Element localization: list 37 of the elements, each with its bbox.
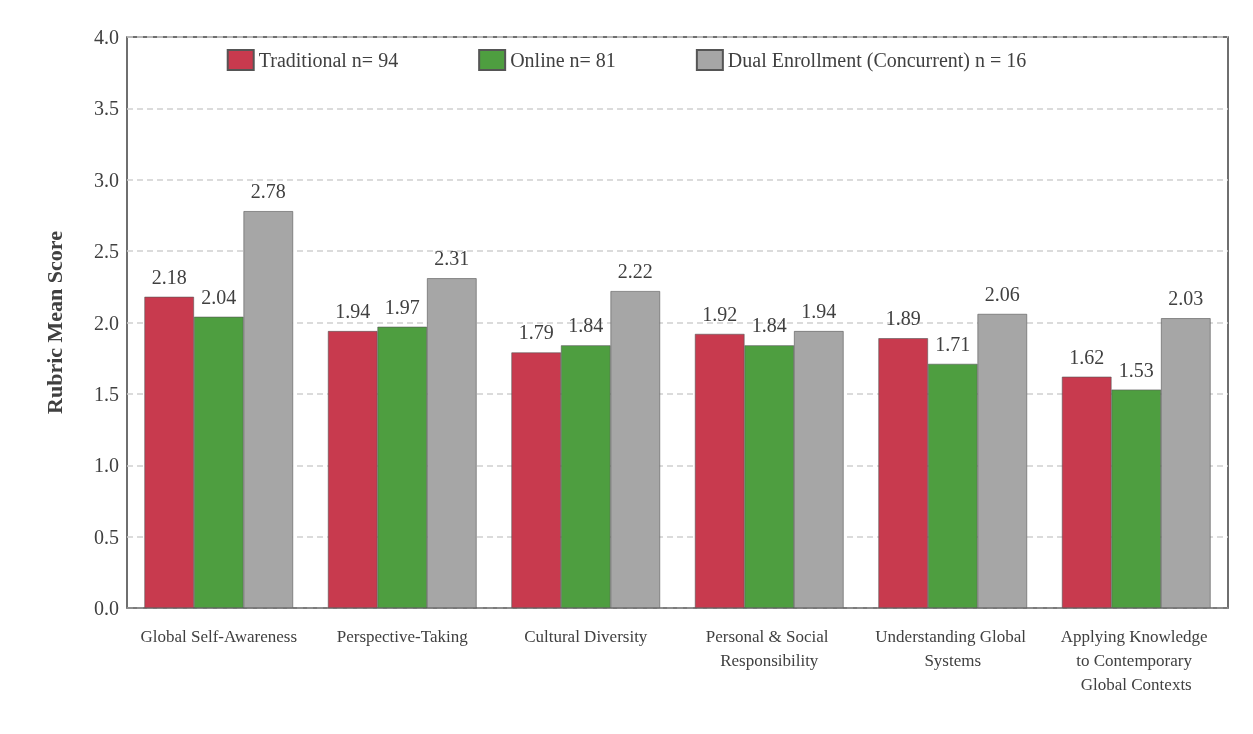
text: 3.5 bbox=[94, 97, 119, 120]
text: 1.5 bbox=[94, 382, 119, 405]
data-label: 1.94 bbox=[335, 300, 371, 323]
text: 0.0 bbox=[94, 597, 119, 619]
data-label: 1.89 bbox=[885, 307, 921, 330]
text: 4.0 bbox=[94, 26, 119, 48]
x-tick-label: Global Self-Awareness bbox=[140, 626, 298, 646]
data-label: 2.78 bbox=[250, 180, 286, 203]
text: 2.5 bbox=[94, 240, 119, 263]
text: 1.0 bbox=[94, 454, 119, 477]
data-label: 2.03 bbox=[1168, 287, 1204, 310]
x-tick-label: Perspective-Taking bbox=[336, 626, 469, 646]
legend-label: Traditional n= 94 bbox=[258, 49, 399, 71]
data-label: 2.04 bbox=[201, 285, 237, 308]
text: 3.0 bbox=[94, 168, 119, 191]
x-tick-label: Applying Knowledge to Contemporary Global Contexts bbox=[1060, 626, 1212, 694]
data-label: 1.97 bbox=[384, 295, 420, 318]
data-label: 2.31 bbox=[434, 247, 470, 270]
data-label: 2.22 bbox=[617, 260, 653, 283]
data-label: 1.94 bbox=[801, 300, 837, 323]
data-label: 2.18 bbox=[151, 265, 187, 288]
x-tick-label: Understanding Global Systems bbox=[875, 626, 1031, 670]
y-axis-title: Rubric Mean Score bbox=[41, 230, 67, 414]
text: 2.0 bbox=[94, 311, 119, 334]
data-label: 1.92 bbox=[702, 302, 738, 325]
data-label: 2.06 bbox=[984, 282, 1020, 305]
data-label: 1.79 bbox=[518, 321, 554, 344]
data-label: 1.84 bbox=[568, 314, 604, 337]
data-label: 1.71 bbox=[935, 332, 971, 355]
data-label: 1.62 bbox=[1069, 345, 1105, 368]
legend-label: Dual Enrollment (Concurrent) n = 16 bbox=[727, 49, 1027, 72]
data-label: 1.84 bbox=[751, 314, 787, 337]
legend-label: Online n= 81 bbox=[510, 49, 616, 71]
data-label: 1.53 bbox=[1118, 358, 1154, 381]
x-tick-label: Personal & Social Responsibility bbox=[705, 626, 833, 670]
x-tick-label: Cultural Diversity bbox=[524, 626, 648, 646]
text: 0.5 bbox=[94, 525, 119, 548]
